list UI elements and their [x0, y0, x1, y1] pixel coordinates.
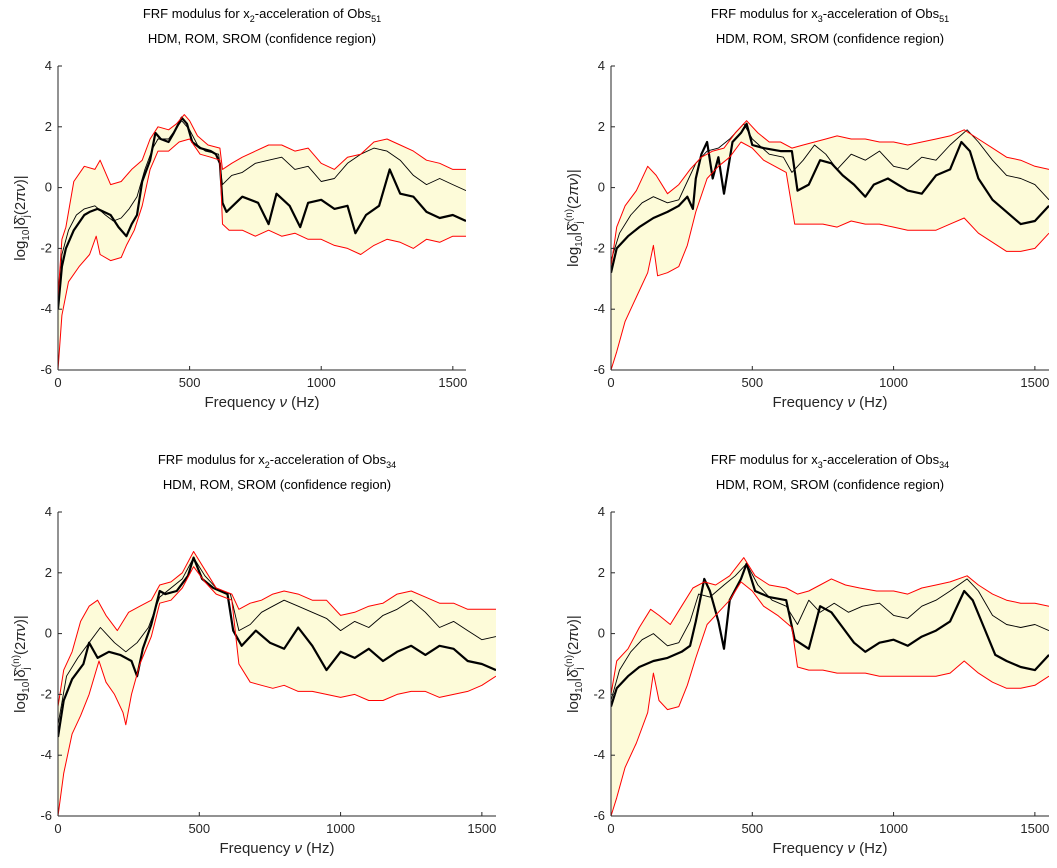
- confidence-region: [58, 551, 496, 816]
- x-tick-label: 1000: [307, 375, 336, 390]
- x-tick-label: 0: [607, 821, 614, 836]
- band-lower-line: [611, 141, 1049, 370]
- hdm-line: [611, 122, 1049, 273]
- x-tick-label: 1000: [879, 821, 908, 836]
- hdm-line: [611, 562, 1049, 707]
- x-axis-label: Frequency ν (Hz): [204, 394, 319, 411]
- y-axis-label: log10|δ̂j(2πν)|: [12, 175, 32, 260]
- x-tick-label: 500: [741, 375, 763, 390]
- x-tick-label: 1500: [438, 375, 467, 390]
- y-tick-label: -6: [593, 808, 605, 823]
- chart-panel-2: 0 500 1000 1500 -6 -4 -2 0 2 4 FRF modulus for x3-…: [564, 6, 1049, 411]
- y-tick-label: -4: [40, 301, 52, 316]
- band-upper-line: [611, 120, 1049, 267]
- y-tick-label: 2: [45, 119, 52, 134]
- band-lower-line: [58, 566, 496, 816]
- y-axis-label: log10|δ̂j(n)(2πν)|: [564, 615, 585, 713]
- y-tick-label: 2: [598, 119, 605, 134]
- chart-subtitle: HDM, ROM, SROM (confidence region): [716, 477, 944, 492]
- chart-subtitle: HDM, ROM, SROM (confidence region): [716, 31, 944, 46]
- y-tick-label: -4: [593, 301, 605, 316]
- band-upper-line: [58, 551, 496, 707]
- x-tick-label: 1500: [467, 821, 496, 836]
- confidence-region: [611, 557, 1049, 816]
- y-tick-label: 4: [598, 58, 605, 73]
- chart-title: FRF modulus for x2-acceleration of Obs51: [143, 6, 381, 24]
- band-lower-line: [58, 138, 466, 370]
- band-lower-line: [611, 581, 1049, 816]
- x-tick-label: 1500: [1020, 375, 1049, 390]
- y-tick-label: 4: [45, 58, 52, 73]
- y-tick-label: 0: [598, 626, 605, 641]
- x-tick-label: 0: [54, 821, 61, 836]
- y-tick-label: -2: [40, 686, 52, 701]
- rom-line: [58, 557, 496, 725]
- y-axis-label: log10|δ̂j(n)(2πν)|: [564, 169, 585, 267]
- x-tick-label: 1000: [879, 375, 908, 390]
- y-tick-label: -6: [593, 362, 605, 377]
- y-tick-label: -2: [593, 686, 605, 701]
- y-tick-label: -2: [40, 240, 52, 255]
- x-tick-label: 1500: [1020, 821, 1049, 836]
- y-tick-label: -6: [40, 362, 52, 377]
- y-tick-label: 0: [45, 180, 52, 195]
- hdm-line: [58, 116, 466, 310]
- band-upper-line: [611, 557, 1049, 695]
- band-upper-line: [58, 114, 466, 298]
- chart-title: FRF modulus for x3-acceleration of Obs51: [711, 6, 949, 24]
- chart-panel-1: 0 500 1000 1500 -6 -4 -2 0 2 4 FRF modulus for x2-…: [12, 6, 467, 411]
- y-tick-label: -6: [40, 808, 52, 823]
- y-tick-label: 0: [598, 180, 605, 195]
- x-tick-label: 0: [607, 375, 614, 390]
- y-tick-label: -4: [593, 747, 605, 762]
- hdm-line: [58, 556, 496, 738]
- chart-panel-3: 0 500 1000 1500 -6 -4 -2 0 2 4 FRF modulus for x2-…: [11, 452, 496, 857]
- chart-title: FRF modulus for x3-acceleration of Obs34: [711, 452, 949, 470]
- x-axis-label: Frequency ν (Hz): [772, 840, 887, 857]
- x-axis-label: Frequency ν (Hz): [219, 840, 334, 857]
- x-tick-label: 500: [188, 821, 210, 836]
- x-tick-label: 500: [741, 821, 763, 836]
- y-tick-label: 0: [45, 626, 52, 641]
- chart-subtitle: HDM, ROM, SROM (confidence region): [148, 31, 376, 46]
- confidence-region: [58, 114, 466, 370]
- y-axis-label: log10|δ̂j(n)(2πν)|: [11, 615, 32, 713]
- y-tick-label: -4: [40, 747, 52, 762]
- confidence-region: [611, 120, 1049, 370]
- chart-panel-4: 0 500 1000 1500 -6 -4 -2 0 2 4 FRF modulus for x3-…: [564, 452, 1049, 857]
- y-tick-label: 2: [45, 565, 52, 580]
- x-axis-label: Frequency ν (Hz): [772, 394, 887, 411]
- chart-subtitle: HDM, ROM, SROM (confidence region): [163, 477, 391, 492]
- rom-line: [611, 123, 1049, 261]
- rom-line: [611, 563, 1049, 701]
- x-tick-label: 500: [179, 375, 201, 390]
- x-tick-label: 1000: [326, 821, 355, 836]
- chart-title: FRF modulus for x2-acceleration of Obs34: [158, 452, 396, 470]
- y-tick-label: 2: [598, 565, 605, 580]
- y-tick-label: 4: [598, 504, 605, 519]
- x-tick-label: 0: [54, 375, 61, 390]
- y-tick-label: -2: [593, 240, 605, 255]
- y-tick-label: 4: [45, 504, 52, 519]
